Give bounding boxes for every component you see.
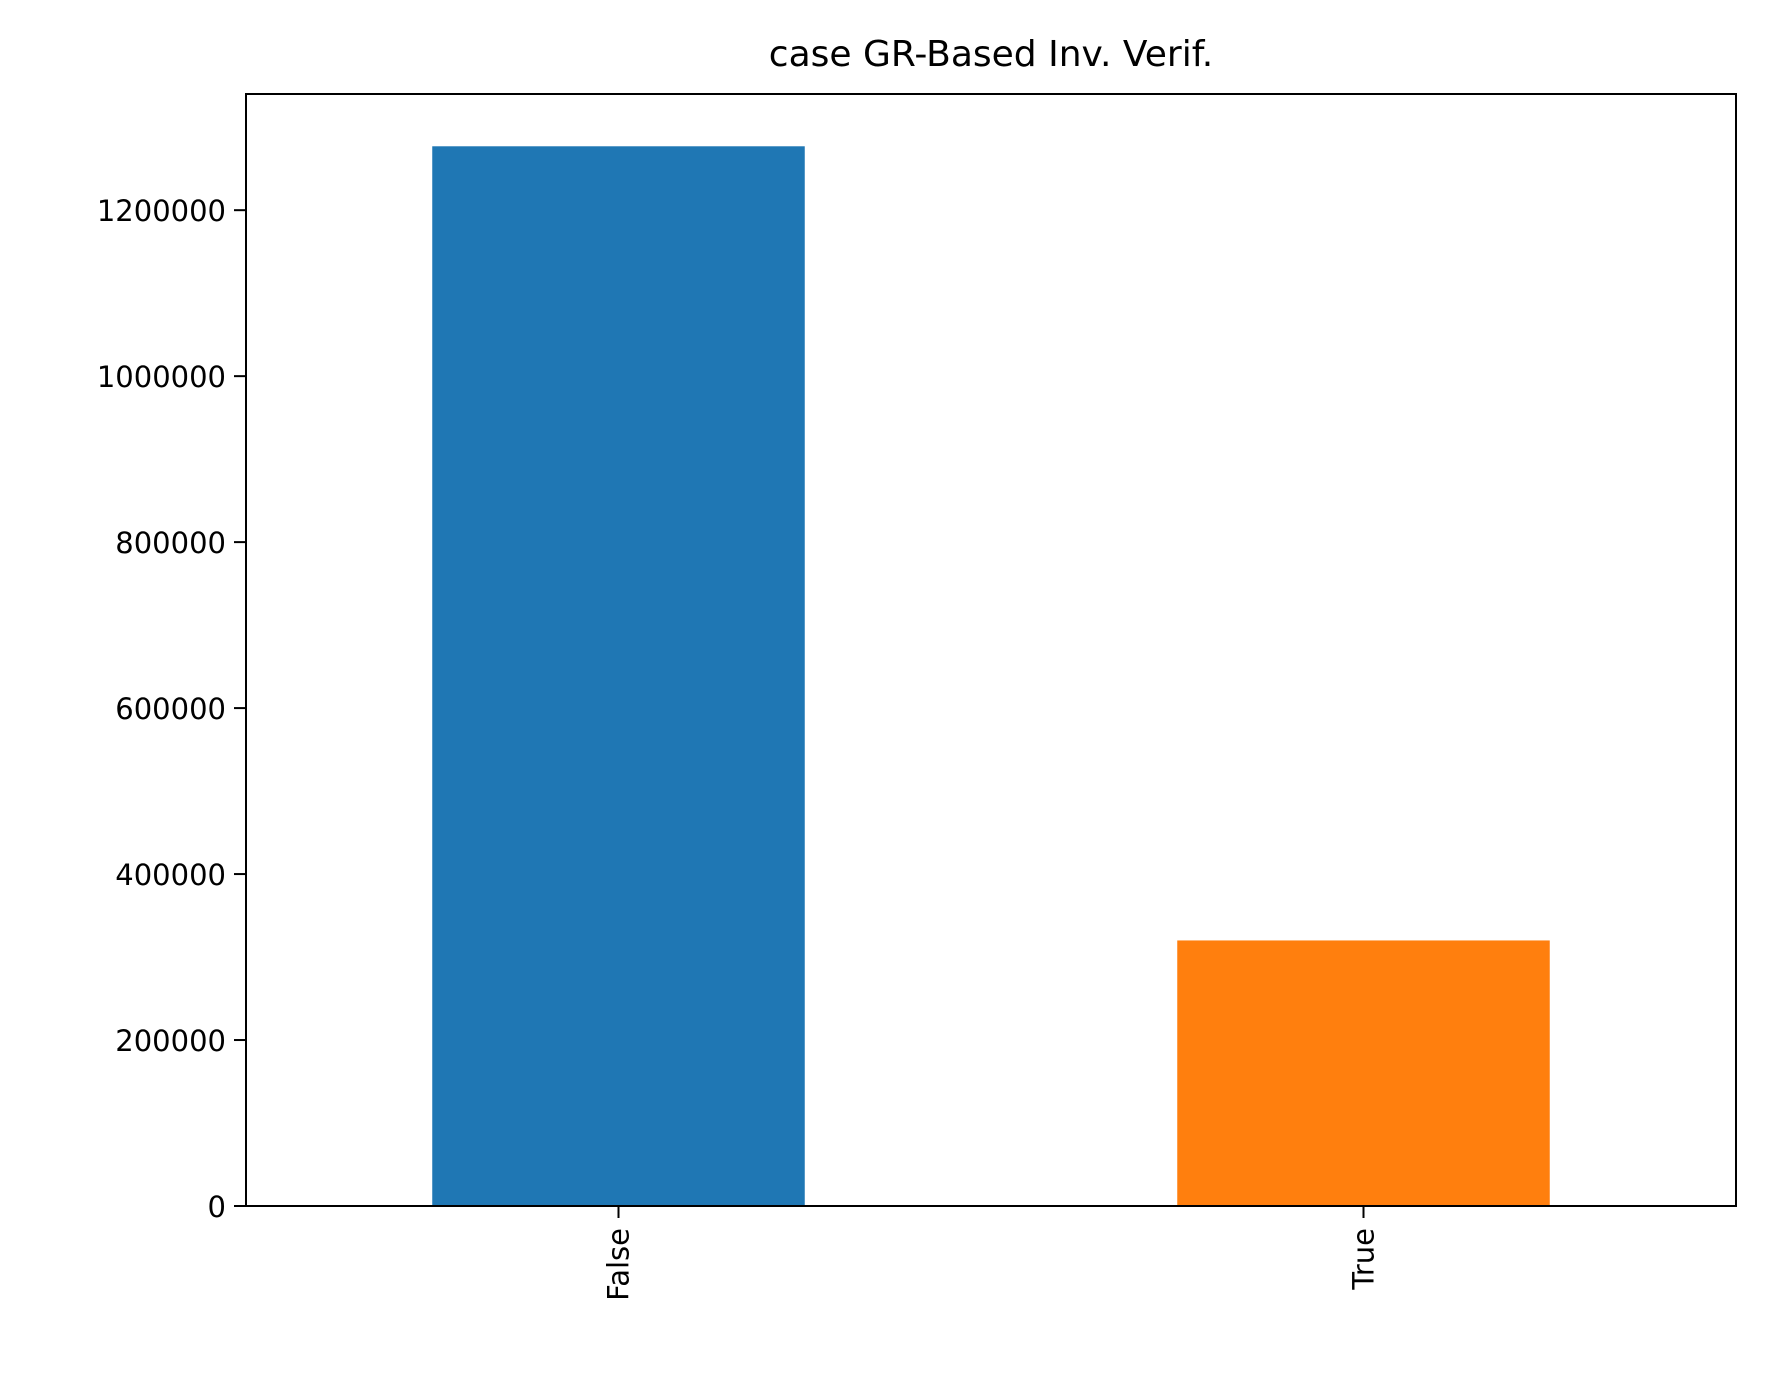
- y-tick-label: 1200000: [97, 194, 226, 228]
- x-tick-label-false: False: [602, 1228, 636, 1301]
- y-tick-label: 800000: [115, 526, 226, 560]
- bar-true: [1177, 940, 1550, 1206]
- x-tick-label-true: True: [1347, 1228, 1381, 1291]
- y-axis: 0 200000 400000 600000 800000 1000000 1200000: [97, 194, 246, 1224]
- y-tick-label: 600000: [115, 692, 226, 726]
- y-tick-label: 400000: [115, 858, 226, 892]
- plot-area-frame: [245, 93, 1737, 1207]
- x-axis: False True: [602, 1206, 1381, 1301]
- y-tick-label: 200000: [115, 1024, 226, 1058]
- chart-title: case GR-Based Inv. Verif.: [769, 34, 1213, 75]
- bar-false: [432, 146, 805, 1206]
- y-tick-label: 0: [208, 1190, 226, 1224]
- bars-layer: [432, 146, 1550, 1206]
- y-tick-label: 1000000: [97, 360, 226, 394]
